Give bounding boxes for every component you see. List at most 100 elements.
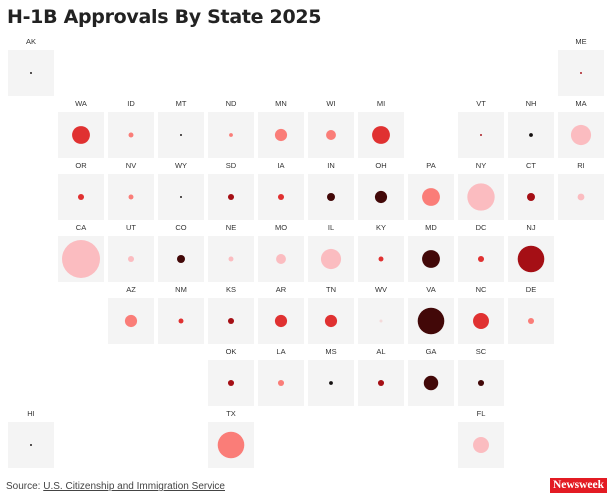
- state-tile-co: CO: [158, 223, 204, 282]
- state-bubble[interactable]: [30, 72, 32, 74]
- state-bubble[interactable]: [473, 437, 489, 453]
- state-bubble[interactable]: [379, 319, 383, 323]
- state-label: WY: [175, 161, 187, 170]
- state-label: MO: [275, 223, 287, 232]
- state-label: OK: [226, 347, 237, 356]
- state-bubble[interactable]: [128, 194, 134, 200]
- state-tile-ga: GA: [408, 347, 454, 406]
- state-bubble[interactable]: [77, 193, 85, 201]
- state-bubble[interactable]: [180, 134, 182, 136]
- state-tile-tx: TX: [208, 409, 254, 468]
- state-bubble[interactable]: [177, 255, 185, 263]
- state-bubble[interactable]: [327, 193, 335, 201]
- state-tile-hi: HI: [8, 409, 54, 468]
- state-bubble[interactable]: [423, 375, 439, 391]
- state-tile-mn: MN: [258, 99, 304, 158]
- state-bubble[interactable]: [377, 379, 385, 387]
- state-bubble[interactable]: [274, 314, 288, 328]
- state-tile-nd: ND: [208, 99, 254, 158]
- state-bubble[interactable]: [422, 188, 440, 206]
- state-bubble[interactable]: [417, 307, 445, 335]
- state-bubble[interactable]: [274, 128, 288, 142]
- state-bubble[interactable]: [124, 314, 138, 328]
- state-label: MA: [575, 99, 586, 108]
- state-tile-ny: NY: [458, 161, 504, 220]
- state-label: NC: [476, 285, 487, 294]
- state-bubble[interactable]: [277, 379, 285, 387]
- state-tile-me: ME: [558, 37, 604, 96]
- state-bubble[interactable]: [374, 190, 388, 204]
- state-label: FL: [477, 409, 486, 418]
- state-tile-il: IL: [308, 223, 354, 282]
- state-label: RI: [577, 161, 585, 170]
- source-prefix: Source:: [6, 481, 44, 492]
- state-bubble[interactable]: [467, 183, 495, 211]
- state-bubble[interactable]: [30, 444, 32, 446]
- state-label: ND: [226, 99, 237, 108]
- state-label: SD: [226, 161, 237, 170]
- state-bubble[interactable]: [477, 379, 485, 387]
- state-tile-nj: NJ: [508, 223, 554, 282]
- state-label: SC: [476, 347, 487, 356]
- state-bubble[interactable]: [527, 193, 535, 201]
- state-bubble[interactable]: [227, 317, 235, 325]
- state-bubble[interactable]: [529, 133, 533, 137]
- state-bubble[interactable]: [326, 130, 336, 140]
- state-bubble[interactable]: [422, 250, 440, 268]
- state-bubble[interactable]: [378, 256, 384, 262]
- state-label: KS: [226, 285, 236, 294]
- state-tile-wi: WI: [308, 99, 354, 158]
- source-link[interactable]: U.S. Citizenship and Immigration Service: [43, 481, 225, 492]
- state-label: NE: [226, 223, 236, 232]
- state-tile-ri: RI: [558, 161, 604, 220]
- state-bubble[interactable]: [570, 124, 592, 146]
- state-bubble[interactable]: [277, 193, 285, 201]
- state-label: VT: [476, 99, 486, 108]
- state-tile-md: MD: [408, 223, 454, 282]
- state-bubble[interactable]: [320, 248, 342, 270]
- state-bubble[interactable]: [127, 255, 135, 263]
- state-label: NY: [476, 161, 486, 170]
- state-label: NM: [175, 285, 187, 294]
- state-bubble[interactable]: [527, 317, 535, 325]
- state-label: WV: [375, 285, 387, 294]
- state-label: NV: [126, 161, 136, 170]
- state-label: UT: [126, 223, 136, 232]
- state-tile-or: OR: [58, 161, 104, 220]
- state-tile-ms: MS: [308, 347, 354, 406]
- state-tile-sd: SD: [208, 161, 254, 220]
- state-bubble[interactable]: [72, 126, 90, 144]
- state-bubble[interactable]: [227, 379, 235, 387]
- state-bubble[interactable]: [227, 193, 235, 201]
- state-bubble[interactable]: [473, 313, 489, 329]
- state-tile-nm: NM: [158, 285, 204, 344]
- state-bubble[interactable]: [217, 431, 245, 459]
- state-label: AZ: [126, 285, 136, 294]
- state-bubble[interactable]: [228, 256, 234, 262]
- newsweek-logo: Newsweek: [550, 478, 607, 493]
- state-bubble[interactable]: [580, 72, 582, 74]
- state-bubble[interactable]: [178, 318, 184, 324]
- state-tile-ne: NE: [208, 223, 254, 282]
- state-bubble[interactable]: [180, 196, 182, 198]
- state-label: NJ: [526, 223, 535, 232]
- state-bubble[interactable]: [372, 126, 390, 144]
- state-tile-de: DE: [508, 285, 554, 344]
- state-tile-ut: UT: [108, 223, 154, 282]
- state-bubble[interactable]: [329, 381, 333, 385]
- state-tile-al: AL: [358, 347, 404, 406]
- state-bubble[interactable]: [517, 245, 545, 273]
- state-bubble[interactable]: [577, 193, 585, 201]
- state-tile-tn: TN: [308, 285, 354, 344]
- state-tile-pa: PA: [408, 161, 454, 220]
- state-bubble[interactable]: [324, 314, 338, 328]
- state-tile-la: LA: [258, 347, 304, 406]
- state-label: CT: [526, 161, 536, 170]
- state-bubble[interactable]: [480, 134, 482, 136]
- state-bubble[interactable]: [276, 254, 286, 264]
- state-bubble[interactable]: [128, 132, 134, 138]
- state-bubble[interactable]: [477, 255, 485, 263]
- state-tile-sc: SC: [458, 347, 504, 406]
- state-bubble[interactable]: [229, 133, 233, 137]
- state-bubble[interactable]: [62, 240, 100, 278]
